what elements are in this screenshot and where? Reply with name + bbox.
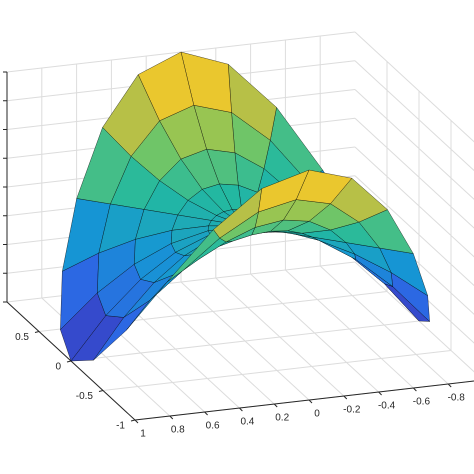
y-tick-label: 0.5 <box>15 332 29 343</box>
x-tick-label: 0.6 <box>206 421 220 432</box>
x-tick-label: 0.2 <box>275 413 289 424</box>
x-tick <box>273 403 278 408</box>
x-tick-label: -0.2 <box>343 405 361 416</box>
x-tick-label: -0.6 <box>413 397 431 408</box>
x-tick <box>447 383 452 388</box>
x-tick <box>134 419 139 424</box>
y-tick <box>98 390 104 392</box>
grid-line <box>354 146 474 258</box>
x-tick-label: -0.8 <box>448 393 466 404</box>
x-tick <box>378 391 382 396</box>
x-tick-label: 0 <box>314 409 320 420</box>
surface-face <box>76 127 132 205</box>
grid-line <box>102 350 452 391</box>
y-tick-label: -1 <box>116 421 125 432</box>
y-tick <box>130 419 136 422</box>
grid-line <box>70 320 420 362</box>
x-tick <box>169 415 174 420</box>
x-tick <box>413 387 417 392</box>
surface-face <box>258 169 310 213</box>
y-tick <box>34 331 40 333</box>
x-tick-label: -0.4 <box>378 401 396 412</box>
y-tick <box>66 360 72 363</box>
x-tick-label: 1 <box>140 429 146 440</box>
x-tick <box>343 395 348 400</box>
y-tick-label: -0.5 <box>76 391 94 402</box>
grid-line <box>354 117 474 229</box>
grid-line <box>354 175 474 287</box>
x-tick <box>308 399 313 404</box>
x-tick-label: 0.8 <box>171 425 185 436</box>
y-tick-label: 0 <box>55 362 61 373</box>
x-tick <box>239 407 243 412</box>
grid-line <box>354 60 474 172</box>
x-tick <box>204 411 208 416</box>
x-tick-label: 0.4 <box>240 417 254 428</box>
grid-line <box>354 89 474 200</box>
grid-line <box>354 31 474 143</box>
